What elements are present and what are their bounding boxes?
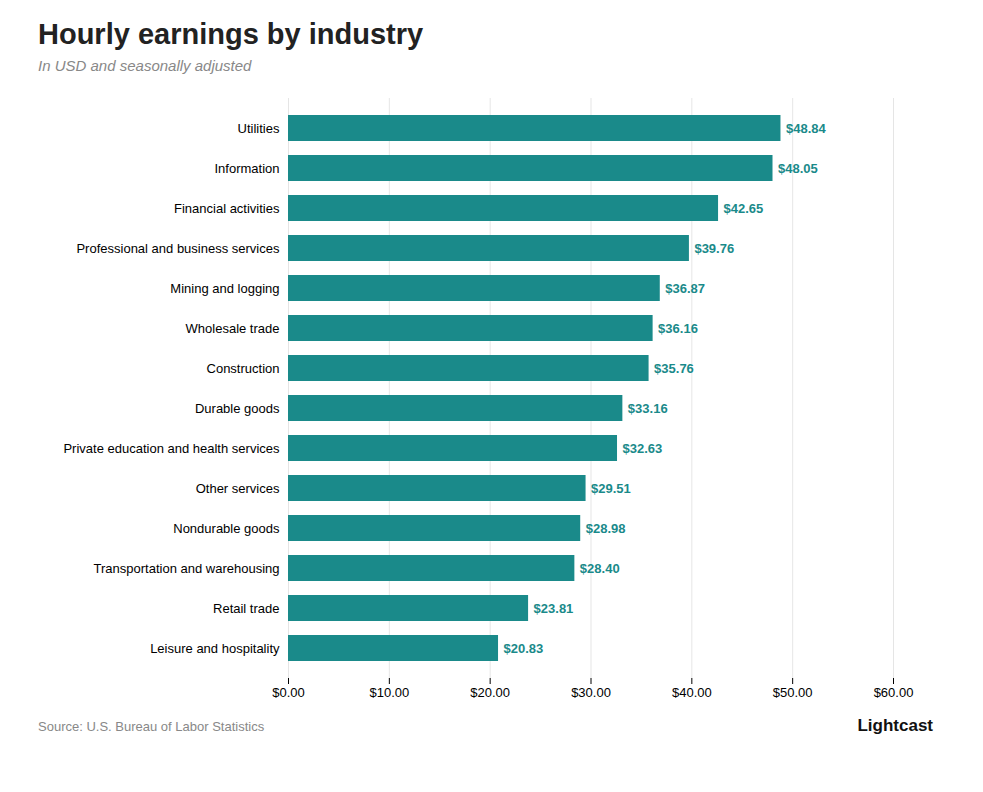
svg-text:$33.16: $33.16 [628,401,668,416]
svg-text:$39.76: $39.76 [694,241,734,256]
svg-text:Other services: Other services [196,481,280,496]
svg-text:Retail trade: Retail trade [213,601,279,616]
svg-text:$23.81: $23.81 [534,601,574,616]
svg-text:$32.63: $32.63 [623,441,663,456]
svg-text:$48.84: $48.84 [786,121,827,136]
svg-text:Leisure and hospitality: Leisure and hospitality [150,641,280,656]
svg-text:Professional and business serv: Professional and business services [76,241,280,256]
html-text:Hourly earnings by industry: Hourly earnings by industry [38,18,424,50]
svg-text:$36.87: $36.87 [665,281,705,296]
svg-text:Information: Information [214,161,279,176]
svg-text:$20.83: $20.83 [504,641,544,656]
html-text:Lightcast: Lightcast [857,716,933,735]
svg-text:$29.51: $29.51 [591,481,631,496]
svg-text:$20.00: $20.00 [470,685,510,700]
svg-text:$28.40: $28.40 [580,561,620,576]
svg-text:Transportation and warehousing: Transportation and warehousing [94,561,280,576]
svg-text:$60.00: $60.00 [874,685,914,700]
html-text:In USD and seasonally adjusted: In USD and seasonally adjusted [38,57,252,74]
svg-text:Wholesale trade: Wholesale trade [186,321,280,336]
svg-text:$28.98: $28.98 [586,521,626,536]
svg-text:$30.00: $30.00 [571,685,611,700]
svg-text:$40.00: $40.00 [672,685,712,700]
svg-text:$10.00: $10.00 [369,685,409,700]
svg-text:$50.00: $50.00 [773,685,813,700]
svg-text:Nondurable goods: Nondurable goods [173,521,280,536]
svg-text:Mining and logging: Mining and logging [170,281,279,296]
svg-text:Durable goods: Durable goods [195,401,280,416]
svg-text:Private education and health s: Private education and health services [63,441,280,456]
svg-text:Financial activities: Financial activities [174,201,280,216]
svg-text:$0.00: $0.00 [272,685,305,700]
svg-text:$35.76: $35.76 [654,361,694,376]
html-text:Source: U.S. Bureau of Labor S: Source: U.S. Bureau of Labor Statistics [38,718,265,734]
svg-text:$48.05: $48.05 [778,161,818,176]
svg-text:Construction: Construction [207,361,280,376]
svg-text:Utilities: Utilities [238,121,280,136]
svg-text:$36.16: $36.16 [658,321,698,336]
svg-text:$42.65: $42.65 [724,201,764,216]
